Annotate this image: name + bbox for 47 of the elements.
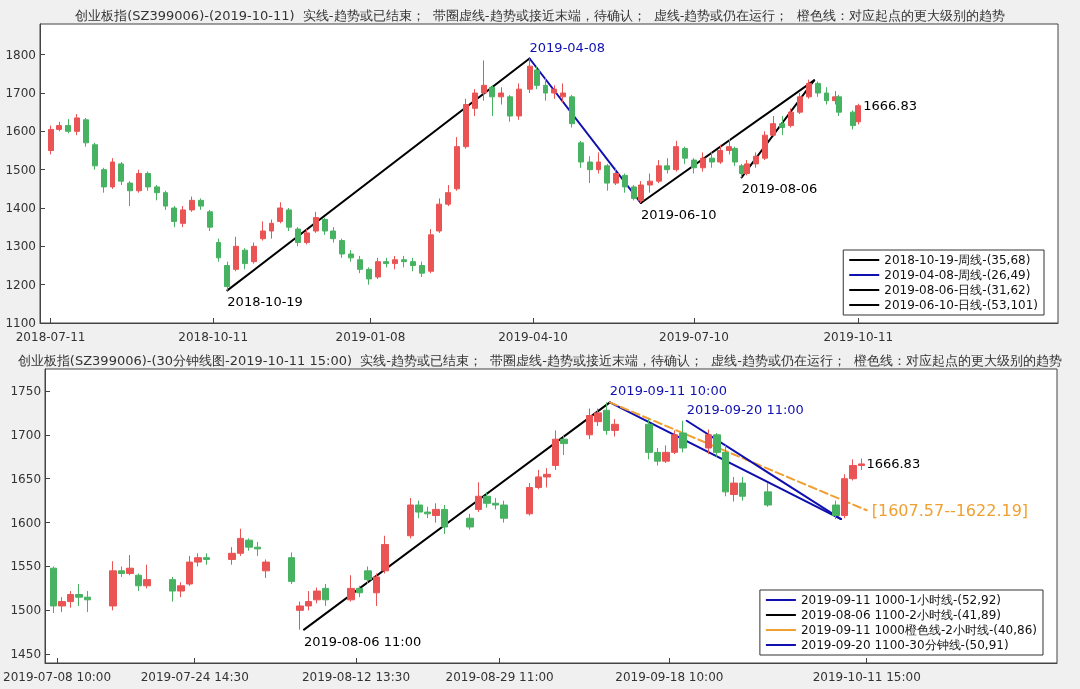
annotation: 2019-08-06 11:00 (304, 633, 422, 649)
x-tick-label: 2019-10-11 (823, 330, 894, 344)
y-tick-label: 1700 (5, 86, 36, 100)
y-tick-label: 1750 (10, 383, 42, 398)
y-tick-label: 1450 (10, 647, 42, 662)
annotation: 2019-06-10 (640, 207, 717, 223)
annotation: 2018-10-19 (227, 294, 303, 310)
x-tick-label: 2019-01-08 (335, 330, 406, 344)
y-tick-label: 1300 (5, 239, 36, 254)
x-tick-label: 2019-10-11 15:00 (812, 670, 921, 684)
annotation: 1666.83 (866, 456, 921, 472)
y-tick-label: 1650 (10, 471, 42, 486)
x-tick-label: 2018-10-11 (178, 330, 249, 344)
legend-label: 2018-10-19-周线-(35,68) (884, 253, 1031, 267)
x-tick-label: 2019-08-29 11:00 (445, 670, 554, 684)
y-tick-label: 1500 (5, 162, 36, 177)
x-tick-label: 2019-09-18 10:00 (615, 670, 724, 684)
y-tick-label: 1400 (5, 201, 36, 215)
y-tick-label: 1500 (10, 603, 42, 618)
y-tick-label: 1600 (5, 124, 36, 139)
annotation: 2019-04-08 (529, 39, 606, 55)
annotation: 1666.83 (863, 98, 918, 114)
legend-label: 2019-09-11 1000-1小时线-(52,92) (800, 593, 1002, 607)
x-tick-label: 2018-07-11 (15, 330, 86, 344)
legend-label: 2019-08-06-日线-(31,62) (884, 283, 1031, 297)
x-tick-label: 2019-04-10 (498, 330, 568, 344)
y-tick-label: 1550 (10, 559, 42, 574)
x-tick-label: 2019-07-08 10:00 (3, 670, 112, 684)
x-tick-label: 2019-07-10 (659, 330, 729, 344)
y-tick-label: 1100 (5, 316, 36, 330)
y-tick-label: 1700 (10, 427, 42, 442)
annotation: [1607.57--1622.19] (871, 500, 1029, 520)
legend-label: 2019-09-20 1100-30分钟线-(50,91) (800, 638, 1009, 652)
annotation: 2019-09-11 10:00 (609, 383, 727, 399)
legend-label: 2019-08-06 1100-2小时线-(41,89) (800, 608, 1002, 622)
legend-label: 2019-09-11 1000橙色线-2小时线-(40,86) (800, 623, 1038, 637)
chart-title: 创业板指(SZ399006)-(30分钟线图-2019-10-11 15:00) 实线-趋势或已结束； 带圈虚线-趋势或接近末端，待确认； 虚线-趋势或仍在运行； 橙色线：对应起点的更大级别的趋势 (17, 353, 1063, 368)
y-tick-label: 1600 (10, 515, 42, 530)
x-tick-label: 2019-07-24 14:30 (140, 670, 249, 684)
y-tick-label: 1800 (5, 47, 36, 62)
annotation: 2019-09-20 11:00 (686, 401, 804, 417)
legend-label: 2019-04-08-周线-(26,49) (884, 268, 1031, 282)
x-tick-label: 2019-08-12 13:30 (301, 670, 411, 684)
chart-title: 创业板指(SZ399006)-(2019-10-11) 实线-趋势或已结束； 带圈虚线-趋势或接近末端，待确认； 虚线-趋势或仍在运行； 橙色线：对应起点的更大级别的趋势 (75, 8, 1005, 23)
annotation: 2019-08-06 (741, 181, 818, 197)
y-tick-label: 1200 (5, 277, 36, 292)
legend-label: 2019-06-10-日线-(53,101) (884, 298, 1038, 312)
